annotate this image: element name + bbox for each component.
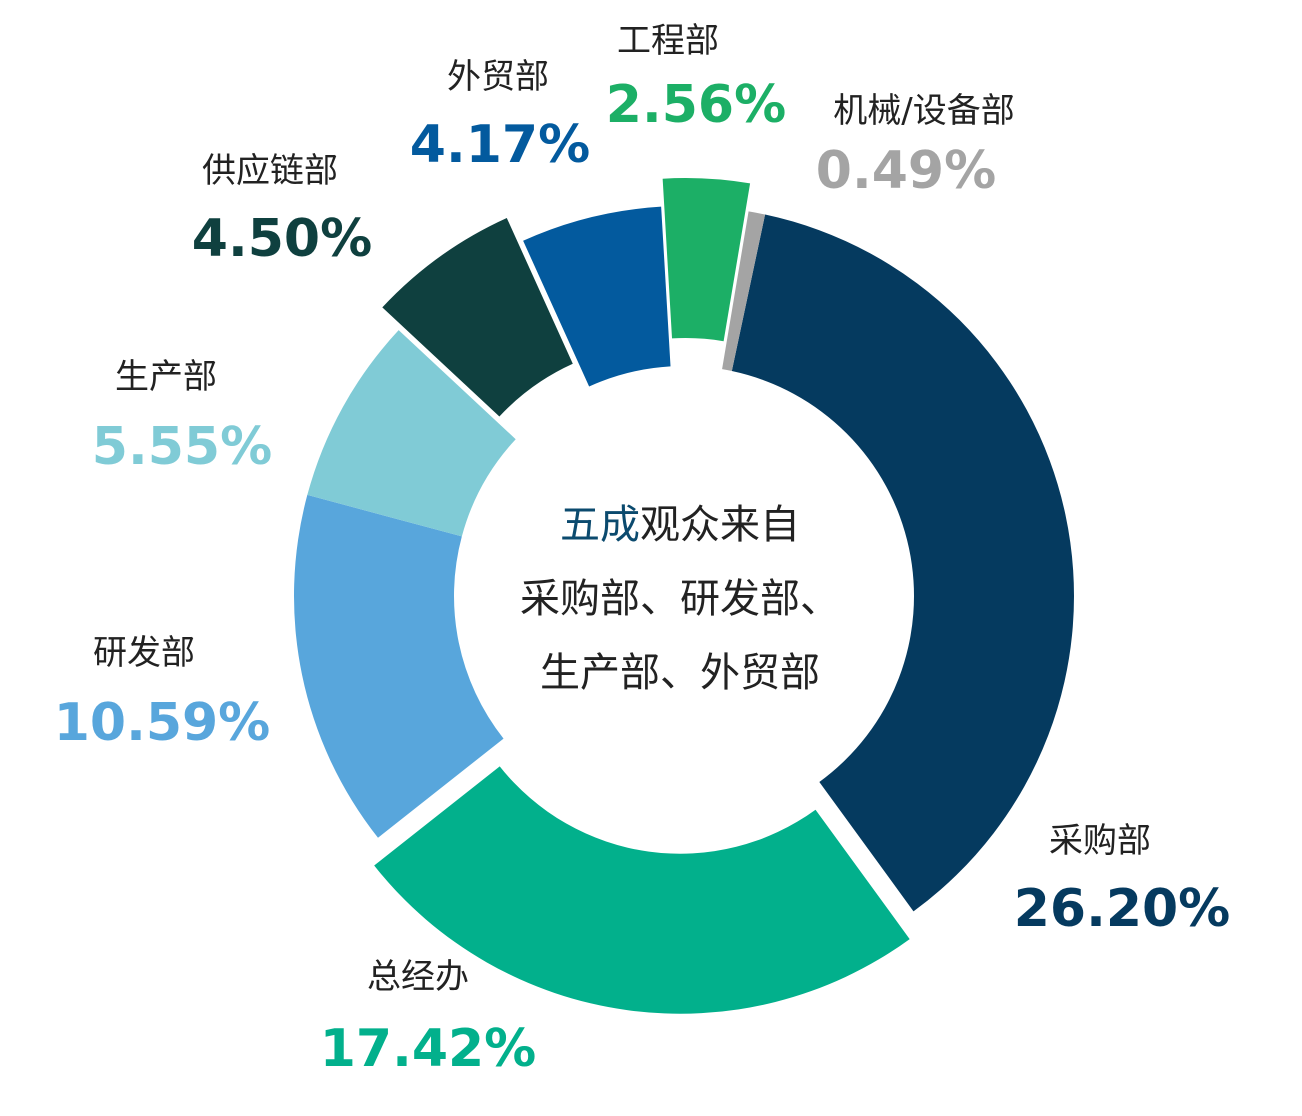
center-line-2: 采购部、研发部、 (520, 576, 840, 622)
center-line-1: 五成观众来自 (560, 502, 800, 548)
label-name-rnd: 研发部 (93, 633, 195, 673)
slice-supply-chain (382, 217, 573, 417)
center-caption: 五成观众来自 采购部、研发部、 生产部、外贸部 (520, 502, 840, 696)
slice-procurement (731, 214, 1074, 912)
label-value-foreign-trade: 4.17% (410, 115, 590, 175)
label-value-production: 5.55% (92, 417, 272, 477)
slice-production (307, 330, 516, 537)
label-value-procurement: 26.20% (1014, 879, 1231, 939)
slice-engineering (662, 178, 751, 342)
label-name-machinery: 机械/设备部 (833, 91, 1014, 131)
slice-general-office (374, 766, 910, 1014)
label-name-engineering: 工程部 (617, 21, 719, 61)
label-value-rnd: 10.59% (54, 693, 271, 753)
label-value-supply-chain: 4.50% (192, 209, 372, 269)
label-value-engineering: 2.56% (606, 75, 786, 135)
label-name-foreign-trade: 外贸部 (447, 57, 549, 97)
slice-labels: 采购部 26.20% 总经办 17.42% 研发部 10.59% 生产部 5.5… (54, 21, 1231, 1079)
label-value-machinery: 0.49% (816, 141, 996, 201)
donut-slices (294, 178, 1074, 1014)
label-value-general-office: 17.42% (320, 1019, 537, 1079)
slice-foreign-trade (523, 206, 671, 387)
center-accent-text: 五成 (560, 502, 640, 548)
slice-rnd (294, 494, 504, 838)
label-name-general-office: 总经办 (367, 957, 469, 997)
center-line-1-rest: 观众来自 (640, 502, 800, 548)
slice-machinery (722, 211, 766, 372)
label-name-production: 生产部 (115, 357, 217, 397)
center-line-3: 生产部、外贸部 (540, 650, 820, 696)
label-name-procurement: 采购部 (1049, 821, 1151, 861)
label-name-supply-chain: 供应链部 (202, 151, 338, 191)
